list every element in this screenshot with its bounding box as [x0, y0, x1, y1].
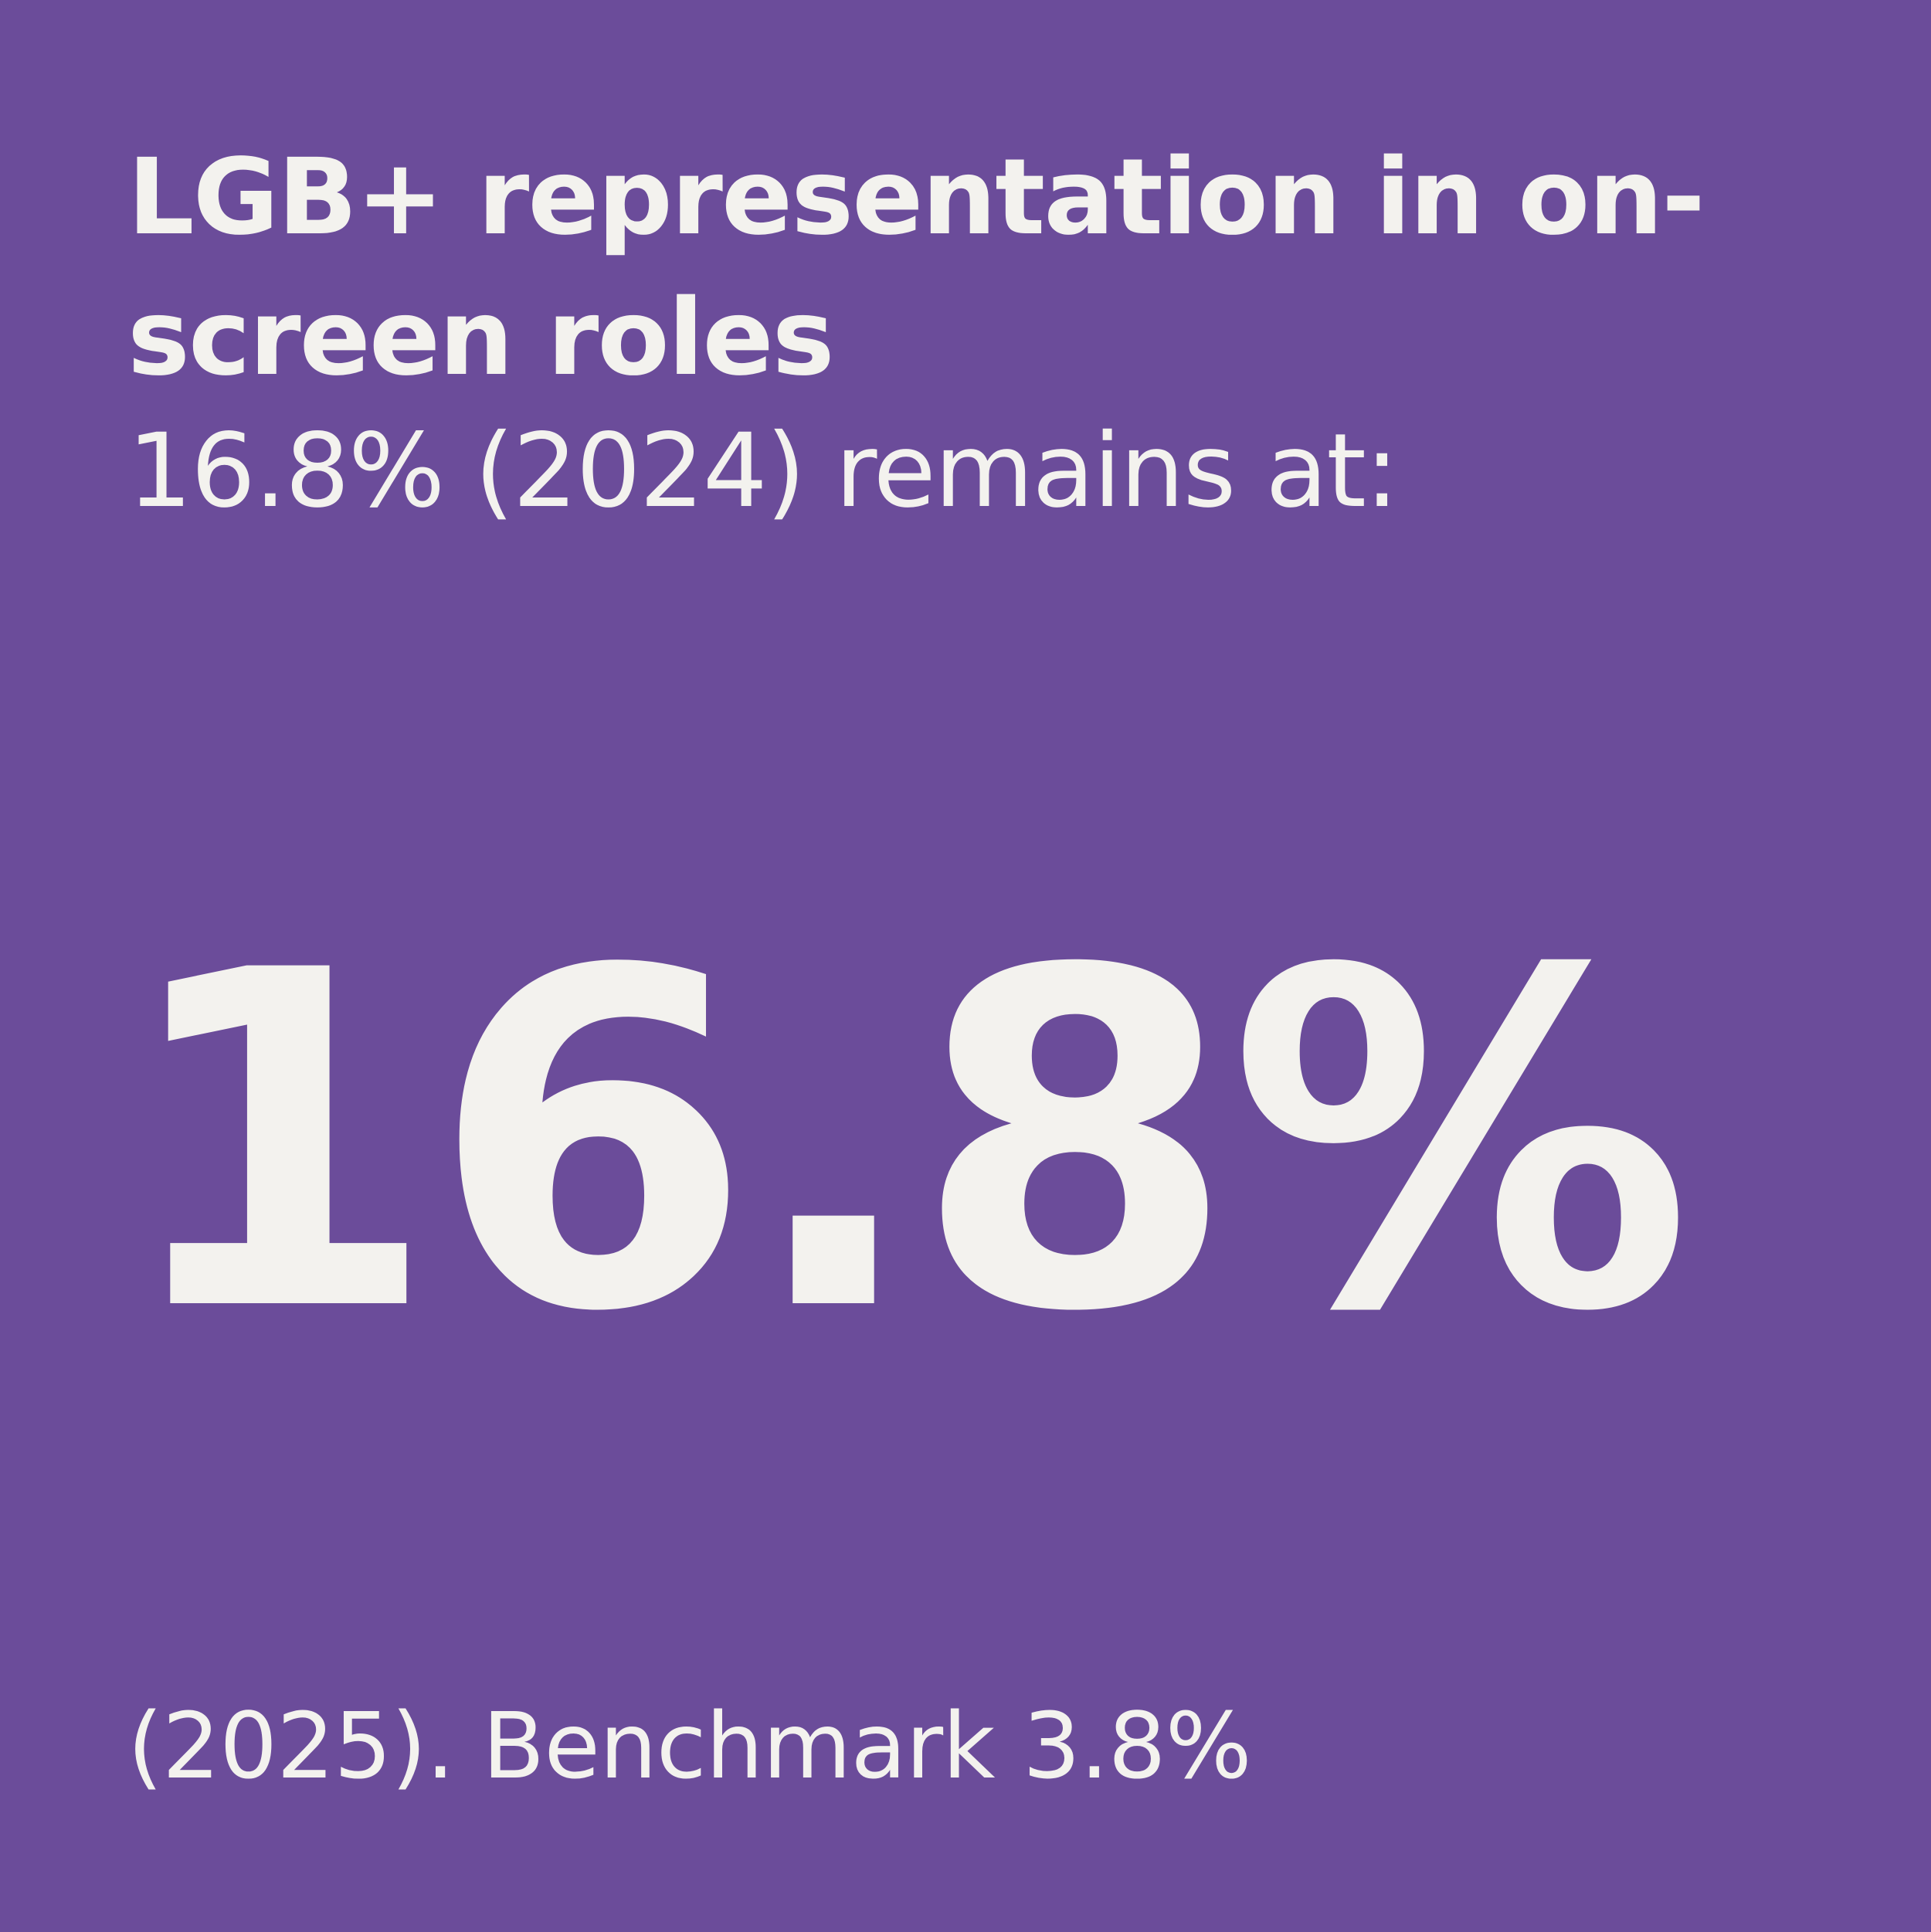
card-subtitle: 16.8% (2024) remains at:: [127, 412, 1399, 531]
card-title: LGB+ representation in on-screen roles: [127, 137, 1705, 399]
big-stat-value: 16.8%: [116, 873, 1693, 1413]
card-footnote: (2025). Benchmark 3.8%: [127, 1693, 1252, 1799]
